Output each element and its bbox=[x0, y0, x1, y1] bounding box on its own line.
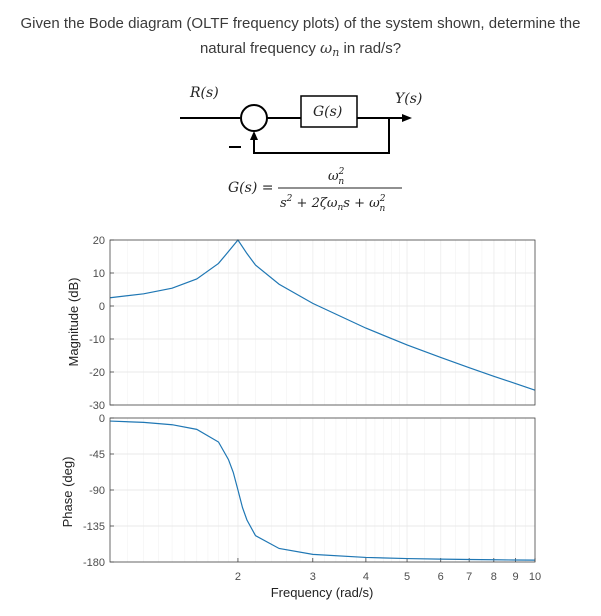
tf-num-omega: ω bbox=[328, 169, 339, 184]
phase-y-ticks: 0 -45 -90 -135 -180 bbox=[83, 413, 114, 569]
block-diagram bbox=[180, 95, 412, 154]
x-tick-label: 7 bbox=[466, 571, 472, 583]
tf-den-s-sup: 2 bbox=[286, 194, 293, 204]
feedback-arrow bbox=[250, 131, 258, 140]
magnitude-plot: 20 10 0 -10 -20 -30 Magnitude (dB) bbox=[66, 235, 536, 412]
x-tick-label: 8 bbox=[491, 571, 497, 583]
output-label: Y(s) bbox=[395, 91, 422, 107]
magnitude-ylabel: Magnitude (dB) bbox=[66, 278, 81, 367]
output-arrow bbox=[402, 114, 412, 122]
y-tick-label: 0 bbox=[99, 301, 105, 313]
y-tick-label: -30 bbox=[89, 400, 105, 412]
tf-den-end-sup: 2 bbox=[379, 194, 386, 204]
tf-den-end-sub: n bbox=[379, 204, 385, 214]
x-tick-label: 5 bbox=[404, 571, 410, 583]
y-tick-label: 10 bbox=[93, 268, 105, 280]
transfer-function: G(s) = ω2 n s2 + 2ζωns + ω2 n bbox=[228, 167, 402, 214]
feedback-path bbox=[253, 118, 390, 154]
phase-ylabel: Phase (deg) bbox=[60, 457, 75, 528]
frequency-xlabel: Frequency (rad/s) bbox=[271, 585, 374, 600]
x-tick-label: 3 bbox=[310, 571, 316, 583]
omega-subscript: n bbox=[332, 46, 340, 59]
block-label: G(s) bbox=[313, 104, 342, 120]
magnitude-line bbox=[109, 238, 536, 391]
phase-frame bbox=[109, 417, 536, 563]
x-tick-label: 9 bbox=[512, 571, 518, 583]
tf-den-end: s + ω bbox=[343, 196, 380, 211]
y-tick-label: -45 bbox=[89, 449, 105, 461]
x-tick-label: 6 bbox=[438, 571, 444, 583]
tf-lhs: G(s) = bbox=[228, 180, 273, 196]
tf-den-mid: + 2ζω bbox=[292, 196, 337, 211]
y-tick-label: -135 bbox=[83, 521, 105, 533]
tf-den-s: s bbox=[280, 196, 287, 211]
phase-x-ticks: 2 3 4 5 6 7 8 9 10 bbox=[235, 558, 541, 583]
x-tick-label: 10 bbox=[529, 571, 541, 583]
x-tick-label: 4 bbox=[363, 571, 369, 583]
question-text: Given the Bode diagram (OLTF frequency p… bbox=[0, 12, 601, 65]
question-line-1: Given the Bode diagram (OLTF frequency p… bbox=[20, 15, 581, 32]
tf-numerator: ω2 n bbox=[328, 167, 345, 187]
y-tick-label: -10 bbox=[89, 334, 105, 346]
question-line-2-post: in rad/s? bbox=[339, 40, 402, 57]
phase-line bbox=[109, 420, 536, 561]
summing-junction bbox=[240, 104, 268, 132]
phase-grid bbox=[110, 417, 535, 563]
input-label: R(s) bbox=[189, 85, 219, 101]
omega-symbol: ω bbox=[320, 39, 333, 57]
plant-block bbox=[300, 95, 358, 128]
tf-num-sub: n bbox=[338, 177, 344, 187]
x-tick-label: 2 bbox=[235, 571, 241, 583]
y-tick-label: 20 bbox=[93, 235, 105, 247]
y-tick-label: -20 bbox=[89, 367, 105, 379]
magnitude-grid bbox=[110, 239, 535, 406]
question-line-2-pre: natural frequency bbox=[199, 40, 321, 57]
question-line-2: natural frequency ωn in rad/s? bbox=[0, 36, 601, 65]
tf-den-mid-sub: n bbox=[337, 203, 343, 213]
y-tick-label: 0 bbox=[99, 413, 105, 425]
y-tick-label: -180 bbox=[83, 557, 105, 569]
phase-plot: 0 -45 -90 -135 -180 2 3 4 5 6 7 8 9 10 Phase (deg) F… bbox=[60, 413, 541, 600]
tf-num-sup: 2 bbox=[338, 167, 345, 177]
magnitude-frame bbox=[109, 239, 536, 406]
y-tick-label: -90 bbox=[89, 485, 105, 497]
tf-denominator: s2 + 2ζωns + ω2 n bbox=[280, 194, 386, 214]
